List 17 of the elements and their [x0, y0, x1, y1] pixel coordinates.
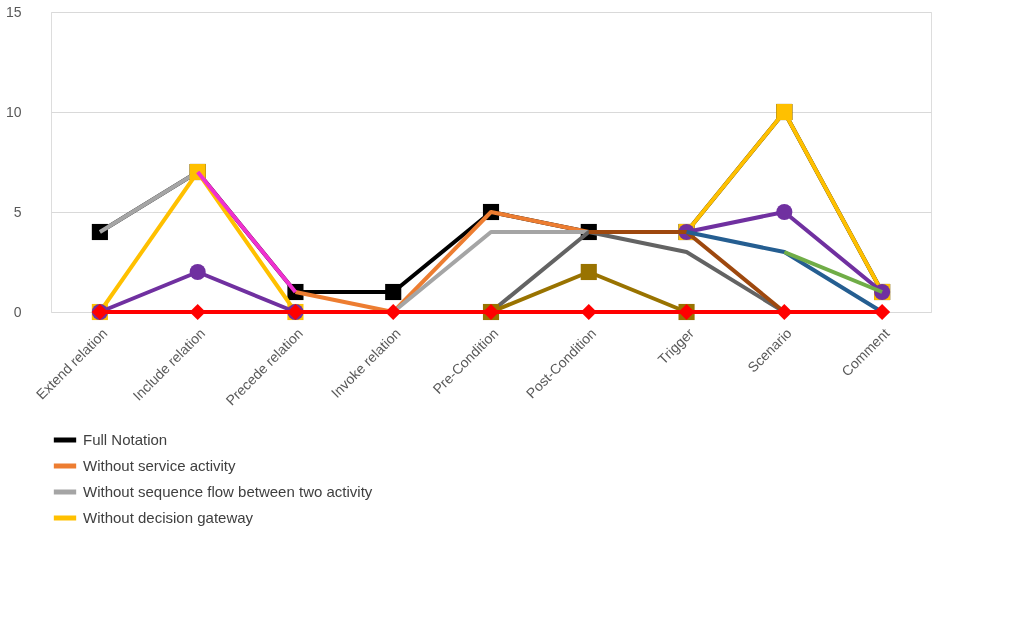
y-tick-label: 5 [13, 203, 22, 220]
point [385, 303, 402, 321]
y-tick-label: 15 [5, 3, 22, 20]
point [580, 303, 597, 321]
legend-label: Without sequence flow between two activity [83, 483, 373, 500]
y-tick-label: 0 [13, 303, 22, 320]
y-tick-label: 10 [5, 103, 22, 120]
point [776, 303, 793, 321]
point [385, 283, 402, 301]
point [580, 263, 597, 281]
point [189, 263, 206, 281]
point [874, 303, 891, 321]
legend-label: Full Notation [83, 431, 168, 448]
legend-label: Without service activity [83, 457, 237, 474]
point [776, 203, 793, 221]
point [189, 303, 206, 321]
legend-label: Without decision gateway [83, 509, 254, 526]
